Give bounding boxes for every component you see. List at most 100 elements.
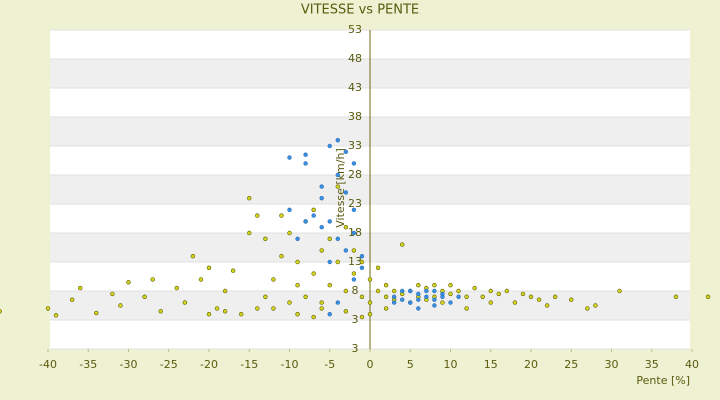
point	[367, 312, 373, 317]
point	[343, 190, 349, 195]
point	[247, 230, 252, 236]
x-tick-label: -40	[39, 358, 57, 371]
point	[271, 306, 276, 311]
point	[488, 300, 493, 305]
point	[569, 297, 574, 302]
point	[343, 248, 349, 253]
point	[222, 288, 228, 294]
point	[391, 294, 397, 299]
point	[351, 248, 357, 253]
point	[319, 300, 324, 305]
point	[343, 225, 349, 230]
point	[440, 291, 445, 297]
point	[335, 236, 340, 242]
x-tick-label: 0	[367, 358, 374, 371]
y-tick-label: 13	[348, 255, 362, 268]
point	[351, 161, 357, 166]
point	[303, 152, 308, 157]
y-tick-label: 3	[352, 342, 359, 355]
point	[705, 294, 711, 299]
x-tick-label: 20	[524, 358, 538, 371]
point	[367, 300, 373, 305]
point	[174, 285, 180, 291]
point	[77, 285, 83, 291]
point	[158, 309, 163, 314]
point	[142, 294, 147, 299]
point	[319, 248, 324, 253]
point	[311, 213, 316, 218]
point	[319, 196, 324, 201]
point	[263, 294, 268, 299]
point	[327, 143, 332, 149]
point	[279, 213, 284, 218]
point	[287, 155, 292, 160]
point	[528, 294, 534, 299]
point	[279, 254, 284, 259]
point	[126, 280, 131, 285]
point	[464, 294, 469, 299]
point	[391, 300, 397, 305]
point	[287, 300, 292, 305]
point	[295, 259, 300, 265]
point	[552, 294, 558, 299]
point	[255, 306, 260, 311]
point	[400, 297, 405, 302]
point	[351, 230, 357, 236]
point	[222, 309, 228, 314]
point	[214, 306, 220, 311]
point	[319, 306, 324, 311]
point	[432, 288, 437, 294]
y-axis-label: Vitesse [km/h]	[334, 148, 347, 228]
y-tick-label: 53	[348, 23, 362, 36]
x-tick-label: 35	[645, 358, 659, 371]
point	[359, 259, 365, 265]
point	[94, 310, 99, 316]
point	[303, 161, 308, 166]
point	[383, 294, 389, 299]
point	[408, 300, 413, 305]
point	[416, 306, 421, 311]
point	[311, 271, 316, 276]
x-tick-label: 25	[564, 358, 578, 371]
point	[408, 288, 413, 294]
point	[45, 306, 51, 311]
point	[359, 254, 365, 259]
point	[464, 306, 469, 311]
point	[424, 294, 429, 299]
point	[673, 294, 679, 299]
point	[456, 294, 461, 299]
x-tick-label: -25	[160, 358, 178, 371]
point	[303, 219, 308, 224]
point	[367, 277, 373, 282]
x-tick-label: -10	[281, 358, 299, 371]
point	[504, 288, 510, 294]
point	[448, 291, 453, 297]
point	[375, 265, 381, 270]
point	[432, 297, 437, 302]
point	[206, 265, 212, 270]
x-tick-label: 10	[444, 358, 458, 371]
x-tick-label: 40	[685, 358, 699, 371]
point	[416, 283, 421, 288]
point	[544, 303, 550, 308]
point	[359, 314, 365, 320]
y-tick-label: 23	[348, 197, 362, 210]
point	[585, 306, 590, 311]
point	[327, 236, 332, 242]
point	[335, 138, 340, 143]
point	[343, 288, 349, 294]
point	[327, 259, 332, 265]
point	[110, 291, 115, 297]
chart-title: VITESSE vs PENTE	[301, 3, 419, 18]
point	[432, 303, 437, 308]
point	[359, 265, 365, 270]
point	[391, 288, 397, 294]
point	[327, 312, 332, 317]
point	[416, 291, 421, 297]
point	[520, 291, 526, 297]
y-tick-label: 38	[348, 110, 362, 123]
point	[383, 306, 389, 311]
point	[472, 285, 477, 291]
point	[198, 277, 204, 282]
x-tick-label: -30	[120, 358, 138, 371]
